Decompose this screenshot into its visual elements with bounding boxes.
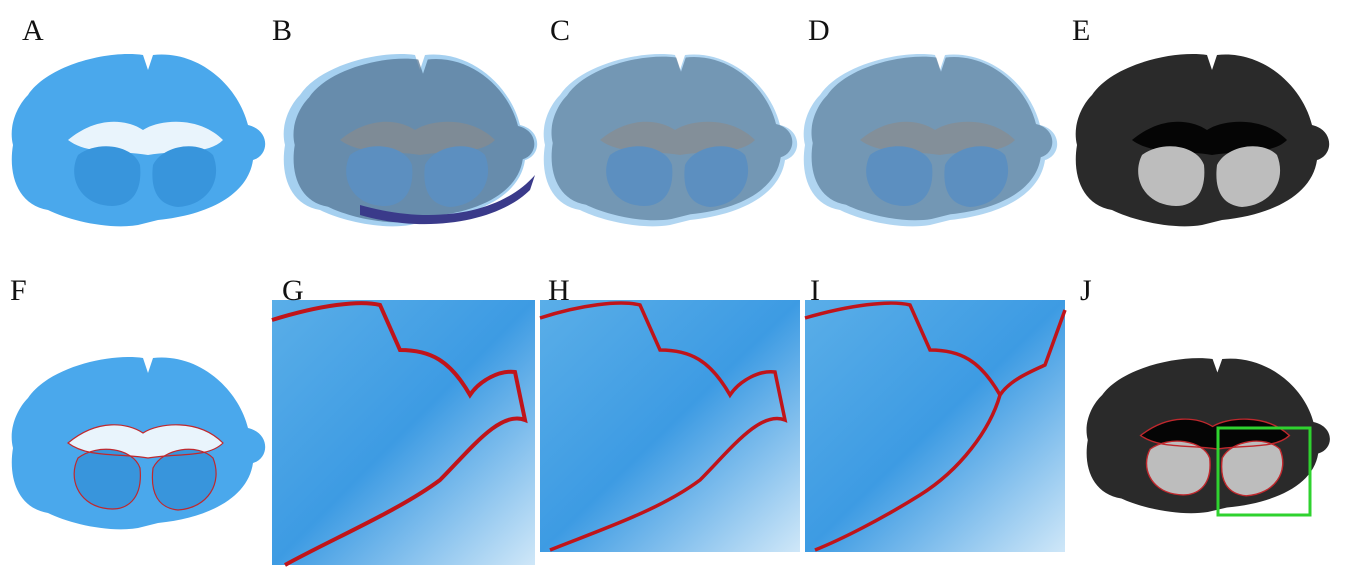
page: {"panels": [{"label": "A"}, {"label": "B… [0, 0, 1345, 568]
panel-label: H [548, 274, 570, 307]
panel-c-image [544, 54, 798, 226]
panel-label: C [550, 14, 570, 47]
panel-j-image [1087, 358, 1330, 513]
panel-label: J [1080, 274, 1092, 307]
panel-label: A [22, 14, 44, 47]
panel-d-image [804, 54, 1058, 226]
panel-label: F [10, 274, 27, 307]
figure: A B C D E F G H I J [0, 0, 1345, 568]
panel-label: B [272, 14, 292, 47]
panel-i-image [805, 300, 1065, 552]
panel-label: E [1072, 14, 1090, 47]
panel-label: D [808, 14, 830, 47]
panel-g-image [272, 300, 535, 565]
panel-h-image [540, 300, 800, 552]
panel-label: G [282, 274, 304, 307]
panel-a-image [12, 54, 266, 226]
panel-label: I [810, 274, 820, 307]
panel-b-image [284, 54, 538, 226]
panel-f-image [12, 357, 266, 529]
panel-e-image [1076, 54, 1330, 226]
